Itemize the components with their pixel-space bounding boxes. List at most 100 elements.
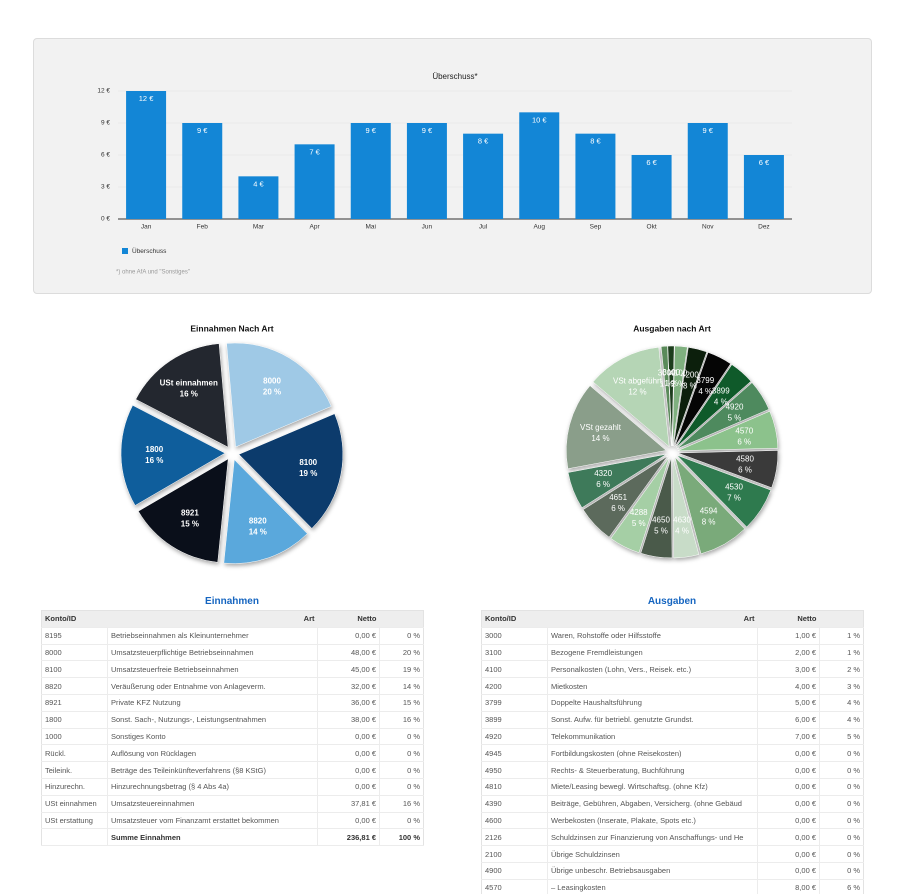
slice-name: 4100 [669, 368, 687, 377]
table-cell: Umsatzsteuereinnahmen [107, 795, 318, 813]
table-row: 4570– Leasingkosten 8,00 €6 % [481, 879, 864, 894]
table-cell: Betriebseinnahmen als Kleinunternehmer [107, 627, 318, 645]
table-cell: 2 % [819, 660, 864, 679]
slice-percent: 14 % [591, 434, 609, 443]
table-cell: 5,00 € [757, 694, 820, 712]
table-row: 3000 Waren, Rohstoffe oder Hilfsstoffe 1,0… [481, 627, 864, 645]
table-cell: 0,00 € [757, 744, 820, 763]
header-cell [379, 610, 424, 628]
table-cell: Auflösung von Rücklagen [107, 744, 318, 763]
table-cell: 8195 [41, 627, 108, 645]
slice-name: 4651 [609, 493, 627, 502]
pie-slice [135, 343, 229, 448]
bar [126, 91, 167, 219]
table-cell: 19 % [379, 660, 424, 679]
slice-percent: 5 % [654, 526, 668, 535]
table-cell: 0 % [819, 845, 864, 863]
table-cell: 4100 [481, 660, 548, 679]
table-row: 4200 Mietkosten 4,00 €3 % [481, 677, 864, 695]
table-cell: 8,00 € [757, 879, 820, 894]
slice-percent: 4 % [698, 387, 712, 396]
table-cell: Telekommunikation [547, 728, 758, 746]
table-cell: 0 % [819, 828, 864, 847]
footnote: *) ohne AfA und "Sonstiges" [116, 270, 190, 276]
table-cell: 2,00 € [757, 644, 820, 662]
table-cell: 4920 [481, 728, 548, 746]
table-cell: 6,00 € [757, 711, 820, 729]
slice-name: 8921 [181, 508, 199, 517]
table-cell: 3799 [481, 694, 548, 712]
x-tick-label: Jun [422, 224, 433, 231]
slice-name: 4920 [726, 402, 744, 411]
slice-percent: 16 % [145, 456, 163, 465]
slice-name: 4320 [594, 469, 612, 478]
table-row: 4945 Fortbildungskosten (ohne Reisekosten… [481, 744, 864, 763]
table-cell: Hinzurechn. [41, 778, 108, 796]
table-cell: 4 % [819, 711, 864, 729]
pie-slice [137, 458, 229, 563]
table-cell: Miete/Leasing bewegl. Wirtschaftsg. (ohn… [547, 778, 758, 796]
bar [575, 133, 616, 219]
bar [182, 123, 223, 219]
slice-percent: 7 % [727, 494, 741, 503]
legend-swatch [122, 248, 128, 254]
slice-percent: 15 % [181, 519, 199, 528]
table-cell: 8000 [41, 644, 108, 662]
header-cell: Art [547, 610, 758, 628]
pie-slice [675, 364, 752, 448]
table-cell: Übrige unbeschr. Betriebsausgaben [547, 862, 758, 880]
table-cell: 1800 [41, 711, 108, 729]
pie-slice [672, 457, 700, 559]
expense-table: Ausgaben Konto/ID Art Netto 3000 Waren, Rohst… [481, 596, 864, 894]
table-cell: 16 % [379, 711, 424, 729]
table-row: 8000 Umsatzsteuerpflichtige Betriebseinna… [41, 644, 424, 662]
table-cell: 0 % [379, 812, 424, 830]
table-cell: 2100 [481, 845, 548, 863]
table-row: 8195 Betriebseinnahmen als Kleinunternehm… [41, 627, 424, 645]
slice-percent: 6 % [738, 465, 752, 474]
slice-name: 8820 [249, 516, 267, 525]
table-title: Ausgaben [647, 596, 697, 607]
table-row: USt einnahmen Umsatzsteuereinnahmen 37,81 … [41, 795, 424, 813]
slice-name: 4570 [735, 426, 753, 435]
header-cell: Konto/ID [481, 610, 548, 628]
table-cell: 6 % [819, 879, 864, 894]
table-cell: Doppelte Haushaltsführung [547, 694, 758, 712]
table-cell: 0,00 € [757, 761, 820, 779]
table: Konto/ID Art Netto 3000 Waren, Rohstoffe ode… [481, 610, 864, 894]
table-cell: Private KFZ Nutzung [107, 694, 318, 712]
y-tick-label: 6 € [101, 152, 110, 159]
slice-name: 3100 [662, 368, 680, 377]
table-cell: 4390 [481, 795, 548, 813]
table-cell: Werbekosten (Inserate, Plakate, Spots et… [547, 812, 758, 830]
table-title: Einnahmen [205, 596, 259, 607]
table-cell: 3100 [481, 644, 548, 662]
table-cell: Fortbildungskosten (ohne Reisekosten) [547, 744, 758, 763]
table-row: 4600 Werbekosten (Inserate, Plakate, Spot… [481, 812, 864, 830]
table-cell: 0 % [819, 862, 864, 880]
table-cell: 48,00 € [317, 644, 380, 662]
header-cell [819, 610, 864, 628]
table-cell: 14 % [379, 677, 424, 695]
table-cell: 0,00 € [317, 812, 380, 830]
pie-slice [677, 410, 779, 451]
header-cell: Konto/ID [41, 610, 108, 628]
table-cell: 0 % [819, 761, 864, 779]
table-cell: 8100 [41, 660, 108, 679]
chart-title: Überschuss* [432, 72, 477, 81]
pie [565, 345, 779, 559]
slice-name: 4650 [652, 515, 670, 524]
table-cell: 0 % [379, 744, 424, 763]
bar [519, 112, 560, 219]
table-cell: 36,00 € [317, 694, 380, 712]
slice-name: 4288 [630, 508, 648, 517]
table-cell: 8921 [41, 694, 108, 712]
table-cell: USt einnahmen [41, 795, 108, 813]
table-cell: 16 % [379, 795, 424, 813]
table-cell: Bezogene Fremdleistungen [547, 644, 758, 662]
table-cell: Rückl. [41, 744, 108, 763]
pie-slice [238, 413, 344, 529]
table-cell: 0 % [379, 728, 424, 746]
table-cell: 0,00 € [317, 728, 380, 746]
